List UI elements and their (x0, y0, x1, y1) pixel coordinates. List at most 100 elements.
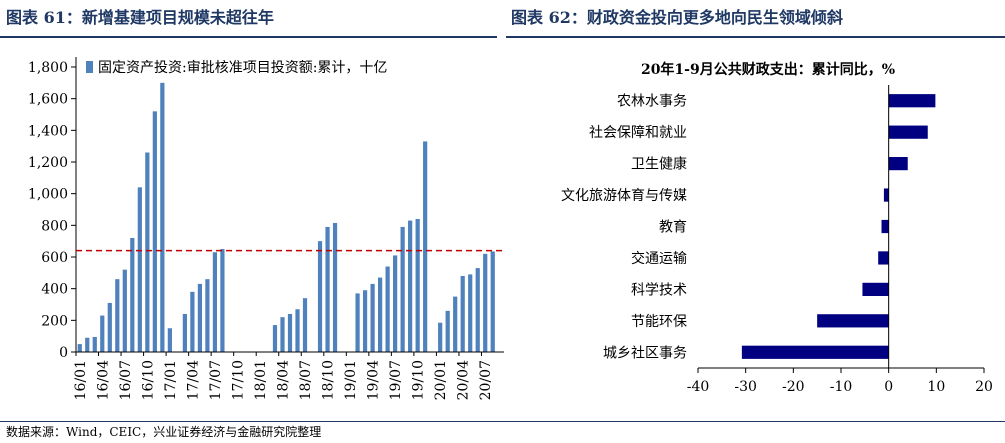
left-bar-19/03 (362, 290, 368, 352)
left-y-tick-label: 1,200 (28, 155, 68, 171)
left-bar-20/07 (483, 253, 488, 352)
source-rule (0, 421, 1005, 422)
right-x-tick-label: 10 (927, 379, 945, 395)
left-x-tick-label: 17/07 (208, 360, 224, 400)
left-bar-16/10 (145, 152, 150, 352)
left-bar-19/05 (378, 277, 383, 352)
left-x-tick-label: 17/04 (185, 360, 201, 400)
left-bar-19/06 (385, 266, 390, 352)
left-x-tick-label: 19/07 (388, 360, 404, 400)
left-bar-16/12 (160, 82, 165, 353)
left-y-tick-label: 1,000 (28, 187, 68, 203)
right-bar-chart: 20年1-9月公共财政支出：累计同比，% 农林水事务社会保障和就业卫生健康文化旅游… (561, 61, 993, 395)
right-category-label: 节能环保 (631, 314, 687, 330)
right-bar-卫生健康 (888, 157, 908, 171)
left-x-tick-label: 16/01 (73, 360, 89, 400)
left-bar-16/04 (100, 315, 105, 352)
left-bar-17/01 (167, 328, 172, 352)
left-legend-label: 固定资产投资:审批核准项目投资额:累计，十亿 (98, 60, 387, 76)
right-category-label: 社会保障和就业 (589, 125, 687, 141)
left-x-tick-label: 20/04 (456, 360, 472, 400)
left-bar-19/07 (393, 255, 398, 352)
right-x-tick-label: -40 (687, 379, 710, 395)
left-bar-16/08 (130, 238, 135, 352)
right-x-tick-label: 20 (975, 379, 993, 395)
right-category-label: 农林水事务 (617, 94, 687, 110)
left-bar-17/04 (190, 291, 195, 352)
right-category-label: 城乡社区事务 (603, 345, 687, 361)
right-bar-社会保障和就业 (888, 125, 928, 139)
left-bar-18/07 (302, 298, 308, 352)
left-bar-19/10 (415, 219, 420, 352)
left-bar-17/05 (197, 283, 202, 352)
left-x-tick-label: 18/01 (253, 360, 269, 400)
right-bar-教育 (881, 219, 889, 234)
left-bar-18/03 (272, 325, 278, 352)
left-x-tick-label: 16/07 (118, 360, 134, 400)
left-bar-18/04 (280, 317, 285, 352)
left-bar-16/07 (122, 269, 127, 352)
left-x-tick-label: 16/04 (95, 360, 111, 400)
left-bar-17/07 (212, 252, 218, 352)
right-category-label: 教育 (659, 220, 687, 236)
right-category-label: 科学技术 (631, 282, 687, 298)
source-note: 数据来源：Wind，CEIC，兴业证券经济与金融研究院整理 (6, 425, 322, 439)
left-bar-chart: 0 200 400 600 800 1,000 1,200 1,400 1,600 1,800 16… (28, 57, 504, 400)
left-bar-19/08 (400, 226, 405, 352)
left-bar-20/01 (438, 322, 443, 352)
left-y-tick-label: 200 (41, 313, 68, 329)
left-x-tick-label: 18/04 (275, 360, 291, 400)
right-category-label: 交通运输 (631, 250, 687, 267)
left-bar-19/04 (370, 283, 375, 352)
left-y-tick-label: 1,400 (28, 123, 68, 139)
left-bar-18/11 (332, 222, 338, 352)
right-category-label: 卫生健康 (631, 156, 687, 173)
left-bar-19/09 (408, 220, 413, 352)
left-bar-18/05 (287, 314, 293, 352)
left-bar-20/05 (468, 274, 473, 352)
left-x-tick-label: 17/10 (230, 360, 246, 400)
left-y-tick-label: 400 (41, 282, 68, 298)
left-title-rule (0, 36, 497, 38)
left-y-tick-label: 600 (41, 250, 68, 266)
left-figure-title: 图表 61：新增基建项目规模未超往年 (6, 8, 274, 27)
right-x-tick-label: -30 (734, 379, 757, 395)
left-x-tick-label: 18/07 (298, 360, 314, 400)
right-bar-节能环保 (817, 314, 889, 328)
right-x-tick-label: -10 (830, 379, 853, 395)
left-bar-16/03 (92, 336, 97, 352)
left-bar-20/08 (490, 251, 495, 352)
right-figure-title: 图表 62：财政资金投向更多地向民生领域倾斜 (511, 8, 843, 27)
left-bar-16/06 (115, 279, 120, 352)
left-bar-18/10 (325, 226, 330, 352)
right-bar-科学技术 (862, 282, 889, 296)
left-bar-20/06 (475, 268, 480, 352)
left-x-tick-label: 19/04 (366, 360, 382, 400)
left-x-tick-label: 16/10 (140, 360, 156, 400)
left-y-tick-label: 1,600 (28, 92, 68, 108)
left-bar-19/11 (423, 141, 428, 352)
left-bar-16/11 (152, 111, 157, 352)
left-y-tick-label: 0 (59, 345, 68, 361)
right-bar-文化旅游体育与传媒 (883, 188, 889, 202)
left-bar-20/02 (445, 310, 450, 352)
left-x-tick-label: 19/10 (411, 360, 427, 400)
left-bar-17/08 (220, 249, 225, 352)
right-category-label: 文化旅游体育与传媒 (561, 188, 687, 204)
left-bar-16/02 (85, 337, 90, 352)
left-x-tick-label: 18/10 (321, 360, 337, 400)
right-bar-城乡社区事务 (741, 345, 889, 359)
right-bar-交通运输 (878, 251, 889, 265)
right-x-tick-label: -20 (782, 379, 805, 395)
left-bar-20/03 (453, 296, 458, 352)
right-title-rule (506, 36, 1005, 38)
left-bar-16/05 (107, 302, 112, 352)
left-x-tick-label: 17/01 (163, 360, 179, 400)
left-bar-17/03 (182, 314, 187, 352)
left-bar-17/06 (205, 279, 210, 352)
left-bar-18/09 (317, 241, 323, 352)
left-y-tick-label: 1,800 (28, 60, 68, 76)
left-y-tick-label: 800 (41, 218, 68, 234)
left-x-tick-label: 20/01 (433, 360, 449, 400)
left-bar-16/01 (77, 344, 82, 352)
